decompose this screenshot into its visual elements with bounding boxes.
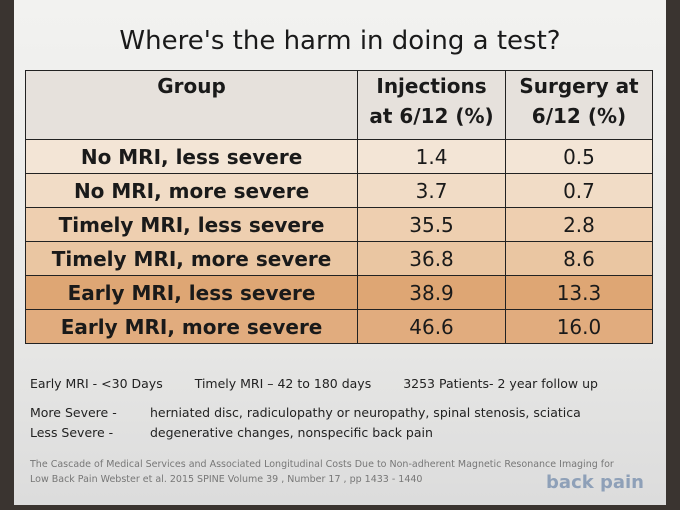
cell-group: No MRI, less severe [24, 139, 359, 174]
table-row: No MRI, more severe 3.7 0.7 [24, 173, 654, 208]
note: Timely MRI – 42 to 180 days [194, 376, 372, 391]
title: Where's the harm in doing a test? [119, 26, 561, 56]
logo: back pain [546, 472, 644, 493]
column-header: Injections at 6/12 (%) [357, 70, 506, 140]
cell-group: No MRI, more severe [24, 173, 359, 208]
cell-value: 1.4 [357, 139, 506, 174]
cell-group: Timely MRI, less severe [24, 207, 359, 242]
notes-line: Early MRI - <30 Days Timely MRI – 42 to … [30, 376, 598, 391]
cell-value: 0.7 [504, 173, 654, 208]
header-row: Group Injections at 6/12 (%) Surgery at 6/… [24, 70, 654, 140]
cell-value: 46.6 [357, 309, 506, 344]
cell-value: 36.8 [357, 241, 506, 276]
table-row: Early MRI, less severe 38.9 13.3 [24, 275, 654, 310]
table-row: Timely MRI, less severe 35.5 2.8 [24, 207, 654, 242]
table-body: No MRI, less severe 1.4 0.5 No MRI, more se… [24, 139, 654, 344]
note: 3253 Patients- 2 year follow up [403, 376, 598, 391]
cell-value: 2.8 [504, 207, 654, 242]
definition-term: Less Severe - [30, 425, 114, 440]
cell-group: Early MRI, more severe [24, 309, 359, 344]
cell-value: 3.7 [357, 173, 506, 208]
note: Early MRI - <30 Days [30, 376, 163, 391]
data-table: Group Injections at 6/12 (%) Surgery at 6/… [24, 70, 654, 344]
definition: Less Severe - degenerative changes, nonsp… [30, 425, 433, 440]
table-row: No MRI, less severe 1.4 0.5 [24, 139, 654, 174]
definition-text: degenerative changes, nonspecific back p… [150, 425, 433, 440]
citation: The Cascade of Medical Services and Asso… [30, 459, 614, 485]
cell-value: 35.5 [357, 207, 506, 242]
cell-value: 13.3 [504, 275, 654, 310]
cell-value: 8.6 [504, 241, 654, 276]
table-row: Early MRI, more severe 46.6 16.0 [24, 309, 654, 344]
table-row: Timely MRI, more severe 36.8 8.6 [24, 241, 654, 276]
cell-value: 16.0 [504, 309, 654, 344]
cell-value: 0.5 [504, 139, 654, 174]
slide: Where's the harm in doing a test? Group I… [14, 0, 666, 505]
definition: More Severe - herniated disc, radiculopat… [30, 405, 581, 420]
cell-group: Early MRI, less severe [24, 275, 359, 310]
definition-term: More Severe - [30, 405, 117, 420]
cell-group: Timely MRI, more severe [24, 241, 359, 276]
cell-value: 38.9 [357, 275, 506, 310]
column-header: Surgery at 6/12 (%) [504, 70, 654, 140]
column-header: Group [24, 70, 359, 140]
definition-text: herniated disc, radiculopathy or neuropa… [150, 405, 581, 420]
